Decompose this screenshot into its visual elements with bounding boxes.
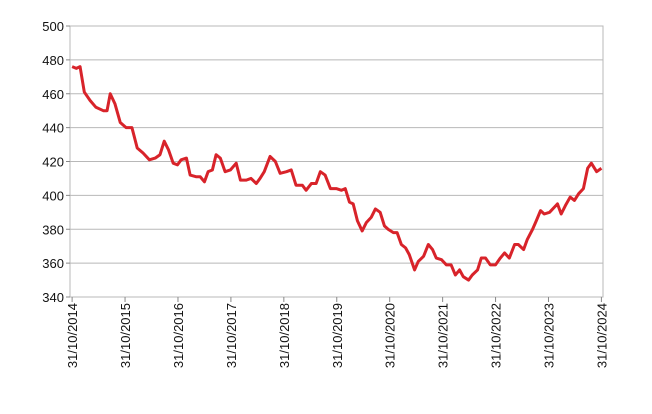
y-tick-label: 480 bbox=[42, 53, 64, 68]
y-tick-label: 500 bbox=[42, 19, 64, 34]
x-tick-label: 31/10/2024 bbox=[594, 303, 609, 368]
x-tick-label: 31/10/2016 bbox=[171, 303, 186, 368]
x-tick-label: 31/10/2022 bbox=[489, 303, 504, 368]
y-tick-label: 460 bbox=[42, 87, 64, 102]
x-tick-label: 31/10/2017 bbox=[224, 303, 239, 368]
y-tick-label: 400 bbox=[42, 188, 64, 203]
x-tick-label: 31/10/2014 bbox=[65, 303, 80, 368]
x-tick-label: 31/10/2020 bbox=[383, 303, 398, 368]
x-tick-label: 31/10/2015 bbox=[118, 303, 133, 368]
x-tick-label: 31/10/2019 bbox=[330, 303, 345, 368]
x-tick-label: 31/10/2021 bbox=[436, 303, 451, 368]
x-tick-label: 31/10/2023 bbox=[541, 303, 556, 368]
y-tick-label: 340 bbox=[42, 290, 64, 305]
y-tick-label: 360 bbox=[42, 256, 64, 271]
data-line bbox=[71, 65, 603, 282]
y-tick-label: 440 bbox=[42, 121, 64, 136]
x-tick-label: 31/10/2018 bbox=[277, 303, 292, 368]
y-tick-label: 420 bbox=[42, 155, 64, 170]
y-tick-label: 380 bbox=[42, 222, 64, 237]
